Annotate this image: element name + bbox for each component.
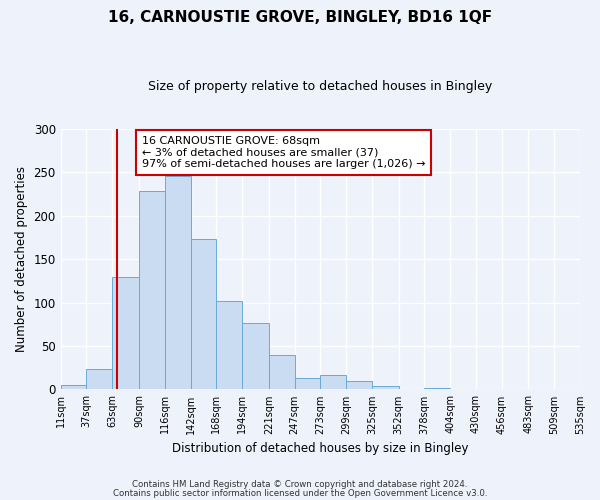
Bar: [346, 380, 372, 390]
Y-axis label: Number of detached properties: Number of detached properties: [15, 166, 28, 352]
Bar: [320, 374, 346, 390]
Bar: [242, 324, 269, 390]
Text: 16, CARNOUSTIE GROVE, BINGLEY, BD16 1QF: 16, CARNOUSTIE GROVE, BINGLEY, BD16 1QF: [108, 10, 492, 25]
X-axis label: Distribution of detached houses by size in Bingley: Distribution of detached houses by size …: [172, 442, 469, 455]
Bar: [112, 276, 139, 390]
Text: 16 CARNOUSTIE GROVE: 68sqm
← 3% of detached houses are smaller (37)
97% of semi-: 16 CARNOUSTIE GROVE: 68sqm ← 3% of detac…: [142, 136, 425, 169]
Text: Contains HM Land Registry data © Crown copyright and database right 2024.: Contains HM Land Registry data © Crown c…: [132, 480, 468, 489]
Bar: [165, 176, 191, 390]
Bar: [295, 378, 320, 390]
Bar: [86, 370, 112, 390]
Bar: [424, 388, 450, 390]
Bar: [191, 239, 216, 390]
Bar: [216, 301, 242, 390]
Title: Size of property relative to detached houses in Bingley: Size of property relative to detached ho…: [148, 80, 493, 93]
Bar: [372, 386, 398, 390]
Bar: [554, 388, 580, 390]
Bar: [269, 354, 295, 390]
Bar: [61, 385, 86, 390]
Bar: [139, 192, 165, 390]
Text: Contains public sector information licensed under the Open Government Licence v3: Contains public sector information licen…: [113, 490, 487, 498]
